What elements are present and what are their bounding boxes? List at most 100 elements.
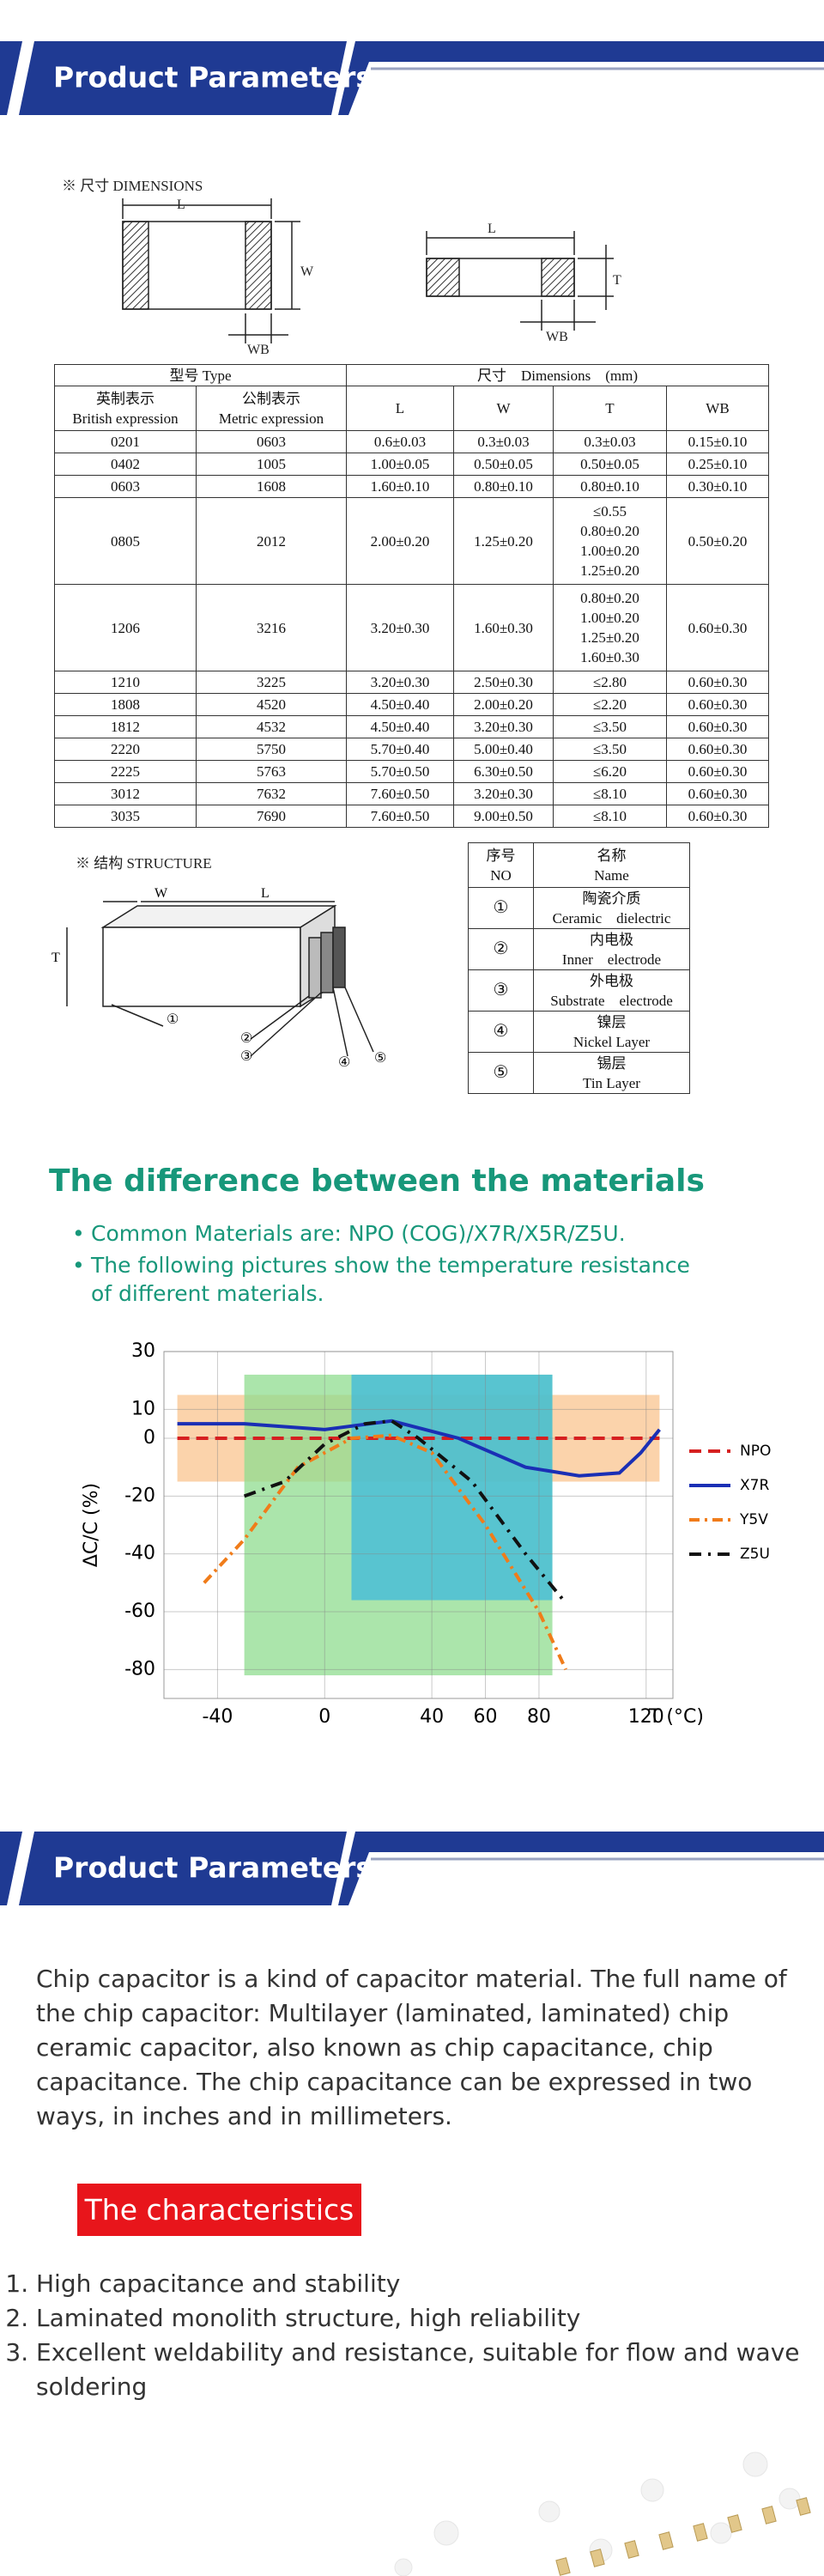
cell-line: Inner electrode (561, 951, 662, 968)
structure-label: ③ (240, 1049, 252, 1064)
cell-line: 1.60±0.30 (580, 649, 639, 665)
table-row: 2220 5750 5.70±0.40 5.00±0.40 ≤3.50 0.60±0.30 (54, 738, 769, 761)
banner: Product Parameters (0, 1832, 824, 1905)
series-line (243, 1419, 567, 1605)
header-cell: 公制表示 Metric expression (196, 386, 347, 431)
structure-label: ④ (338, 1055, 350, 1070)
table-cell: 3.20±0.30 (453, 715, 554, 738)
table-cell: ① (468, 887, 534, 929)
table-cell: 3035 (54, 805, 197, 828)
cell-line: Tin Layer (583, 1074, 640, 1091)
table-cell: 1.00±0.05 (346, 453, 454, 476)
table-cell: 1.25±0.20 (453, 497, 554, 585)
table-cell: 6.30±0.50 (453, 760, 554, 783)
region (351, 1374, 553, 1601)
cell-line: 0.3±0.03 (584, 434, 636, 450)
table-row: 1210 3225 3.20±0.30 2.50±0.30 ≤2.80 0.60±0.30 (54, 671, 769, 694)
banner-shape (19, 1832, 347, 1905)
dim-label: W (300, 264, 314, 279)
characteristics-list: High capacitance and stabilityLaminated … (7, 2267, 824, 2404)
table-cell: 7.60±0.50 (346, 782, 454, 805)
table-cell: 1.60±0.10 (346, 475, 454, 498)
banner-shape (19, 41, 347, 115)
table-cell: 0.15±0.10 (666, 430, 769, 453)
table-cell: 3012 (54, 782, 197, 805)
table-row: ② 内电极 Inner electrode (468, 928, 690, 970)
table-row: 0402 1005 1.00±0.05 0.50±0.05 0.50±0.05 0.25±… (54, 453, 769, 476)
table-cell: 0603 (196, 430, 347, 453)
table-cell: 2.00±0.20 (346, 497, 454, 585)
table-cell: 5.70±0.50 (346, 760, 454, 783)
table-cell: 锡层 Tin Layer (533, 1052, 690, 1094)
table-cell: 0.30±0.10 (666, 475, 769, 498)
characteristic-item: Laminated monolith structure, high relia… (36, 2301, 824, 2336)
structure-heading: ※ 结构 STRUCTURE (76, 855, 212, 872)
structure-table: 序号 NO 名称 Name ① 陶瓷介质 Ceramic dielectric ② 内电极 Inn… (468, 842, 690, 1094)
y-tick-label: 10 (131, 1398, 155, 1419)
table-cell: 1210 (54, 671, 197, 694)
structure-label: ① (167, 1012, 179, 1027)
cell-line: 1.00±0.20 (580, 610, 639, 626)
table-cell: 0805 (54, 497, 197, 585)
figure-top-view: L W WB (122, 197, 314, 357)
table-cell: ≤0.55 0.80±0.20 1.00±0.20 1.25±0.20 (553, 497, 667, 585)
table-cell: 0.60±0.30 (666, 584, 769, 671)
table-row: 0201 0603 0.6±0.03 0.3±0.03 0.3±0.03 0.15±0.1… (54, 430, 769, 453)
table-cell: 5.00±0.40 (453, 738, 554, 761)
x-tick-label: 40 (420, 1706, 444, 1728)
x-tick-label: 0 (318, 1706, 330, 1728)
table-cell: ≤8.10 (553, 782, 667, 805)
cell-line: Substrate electrode (550, 992, 673, 1009)
table-cell: 0.3±0.03 (453, 430, 554, 453)
cell-line: ≤8.10 (592, 786, 627, 802)
table-header-row: 序号 NO 名称 Name (468, 842, 690, 888)
table-cell: ≤2.80 (553, 671, 667, 694)
table-cell: 1206 (54, 584, 197, 671)
y-axis-label: ΔC/C (%) (81, 1483, 102, 1567)
figure-side-view: L T WB (426, 222, 621, 344)
table-cell: 5750 (196, 738, 347, 761)
banner-band (338, 1832, 824, 1905)
banner-stripe (0, 41, 22, 115)
header-cell: W (453, 386, 554, 431)
header-line: 序号 (486, 847, 516, 864)
cell-line: 0.80±0.20 (580, 590, 639, 606)
cell-line: ≤0.55 (592, 503, 627, 519)
table-cell: 2220 (54, 738, 197, 761)
structure-label: ⑤ (374, 1051, 386, 1066)
header-line: NO (490, 866, 512, 884)
table-row: ① 陶瓷介质 Ceramic dielectric (468, 887, 690, 929)
dim-label: T (613, 273, 621, 288)
structure-label: ② (240, 1031, 252, 1046)
plot-frame (163, 1351, 674, 1699)
table-row: 1206 3216 3.20±0.30 1.60±0.30 0.80±0.20 1.00±… (54, 584, 769, 671)
banner-title: Product Parameters (53, 61, 373, 94)
cell-line: ≤8.10 (592, 808, 627, 824)
table-cell: 7632 (196, 782, 347, 805)
structure-label: L (261, 886, 270, 901)
cell-line: ≤6.20 (592, 763, 627, 780)
table-row: ③ 外电极 Substrate electrode (468, 969, 690, 1012)
x-axis-label: T (°C) (648, 1706, 704, 1728)
table-cell: 3216 (196, 584, 347, 671)
table-row: ④ 镍层 Nickel Layer (468, 1011, 690, 1053)
table-cell: 2.50±0.30 (453, 671, 554, 694)
table-cell: 4.50±0.40 (346, 715, 454, 738)
materials-title: The difference between the materials (49, 1163, 705, 1199)
table-cell: 0.50±0.20 (666, 497, 769, 585)
structure-label: W (154, 886, 168, 901)
cell-line: 0.80±0.20 (580, 523, 639, 539)
header-cell: 名称 Name (533, 842, 690, 888)
cell-line: 1.00±0.20 (580, 543, 639, 559)
table-cell: 0201 (54, 430, 197, 453)
legend-label: Y5V (739, 1511, 768, 1528)
table-cell: 0.60±0.30 (666, 760, 769, 783)
table-header-row: 型号 Type 尺寸 Dimensions (mm) (54, 364, 769, 386)
cell-line: 内电极 (590, 931, 633, 948)
table-header-row: 英制表示 British expression 公制表示 Metric express… (54, 386, 769, 431)
table-cell: ≤8.10 (553, 805, 667, 828)
table-cell: 0.60±0.30 (666, 805, 769, 828)
materials-bullet: Common Materials are: NPO (COG)/X7R/X5R/… (67, 1219, 692, 1248)
